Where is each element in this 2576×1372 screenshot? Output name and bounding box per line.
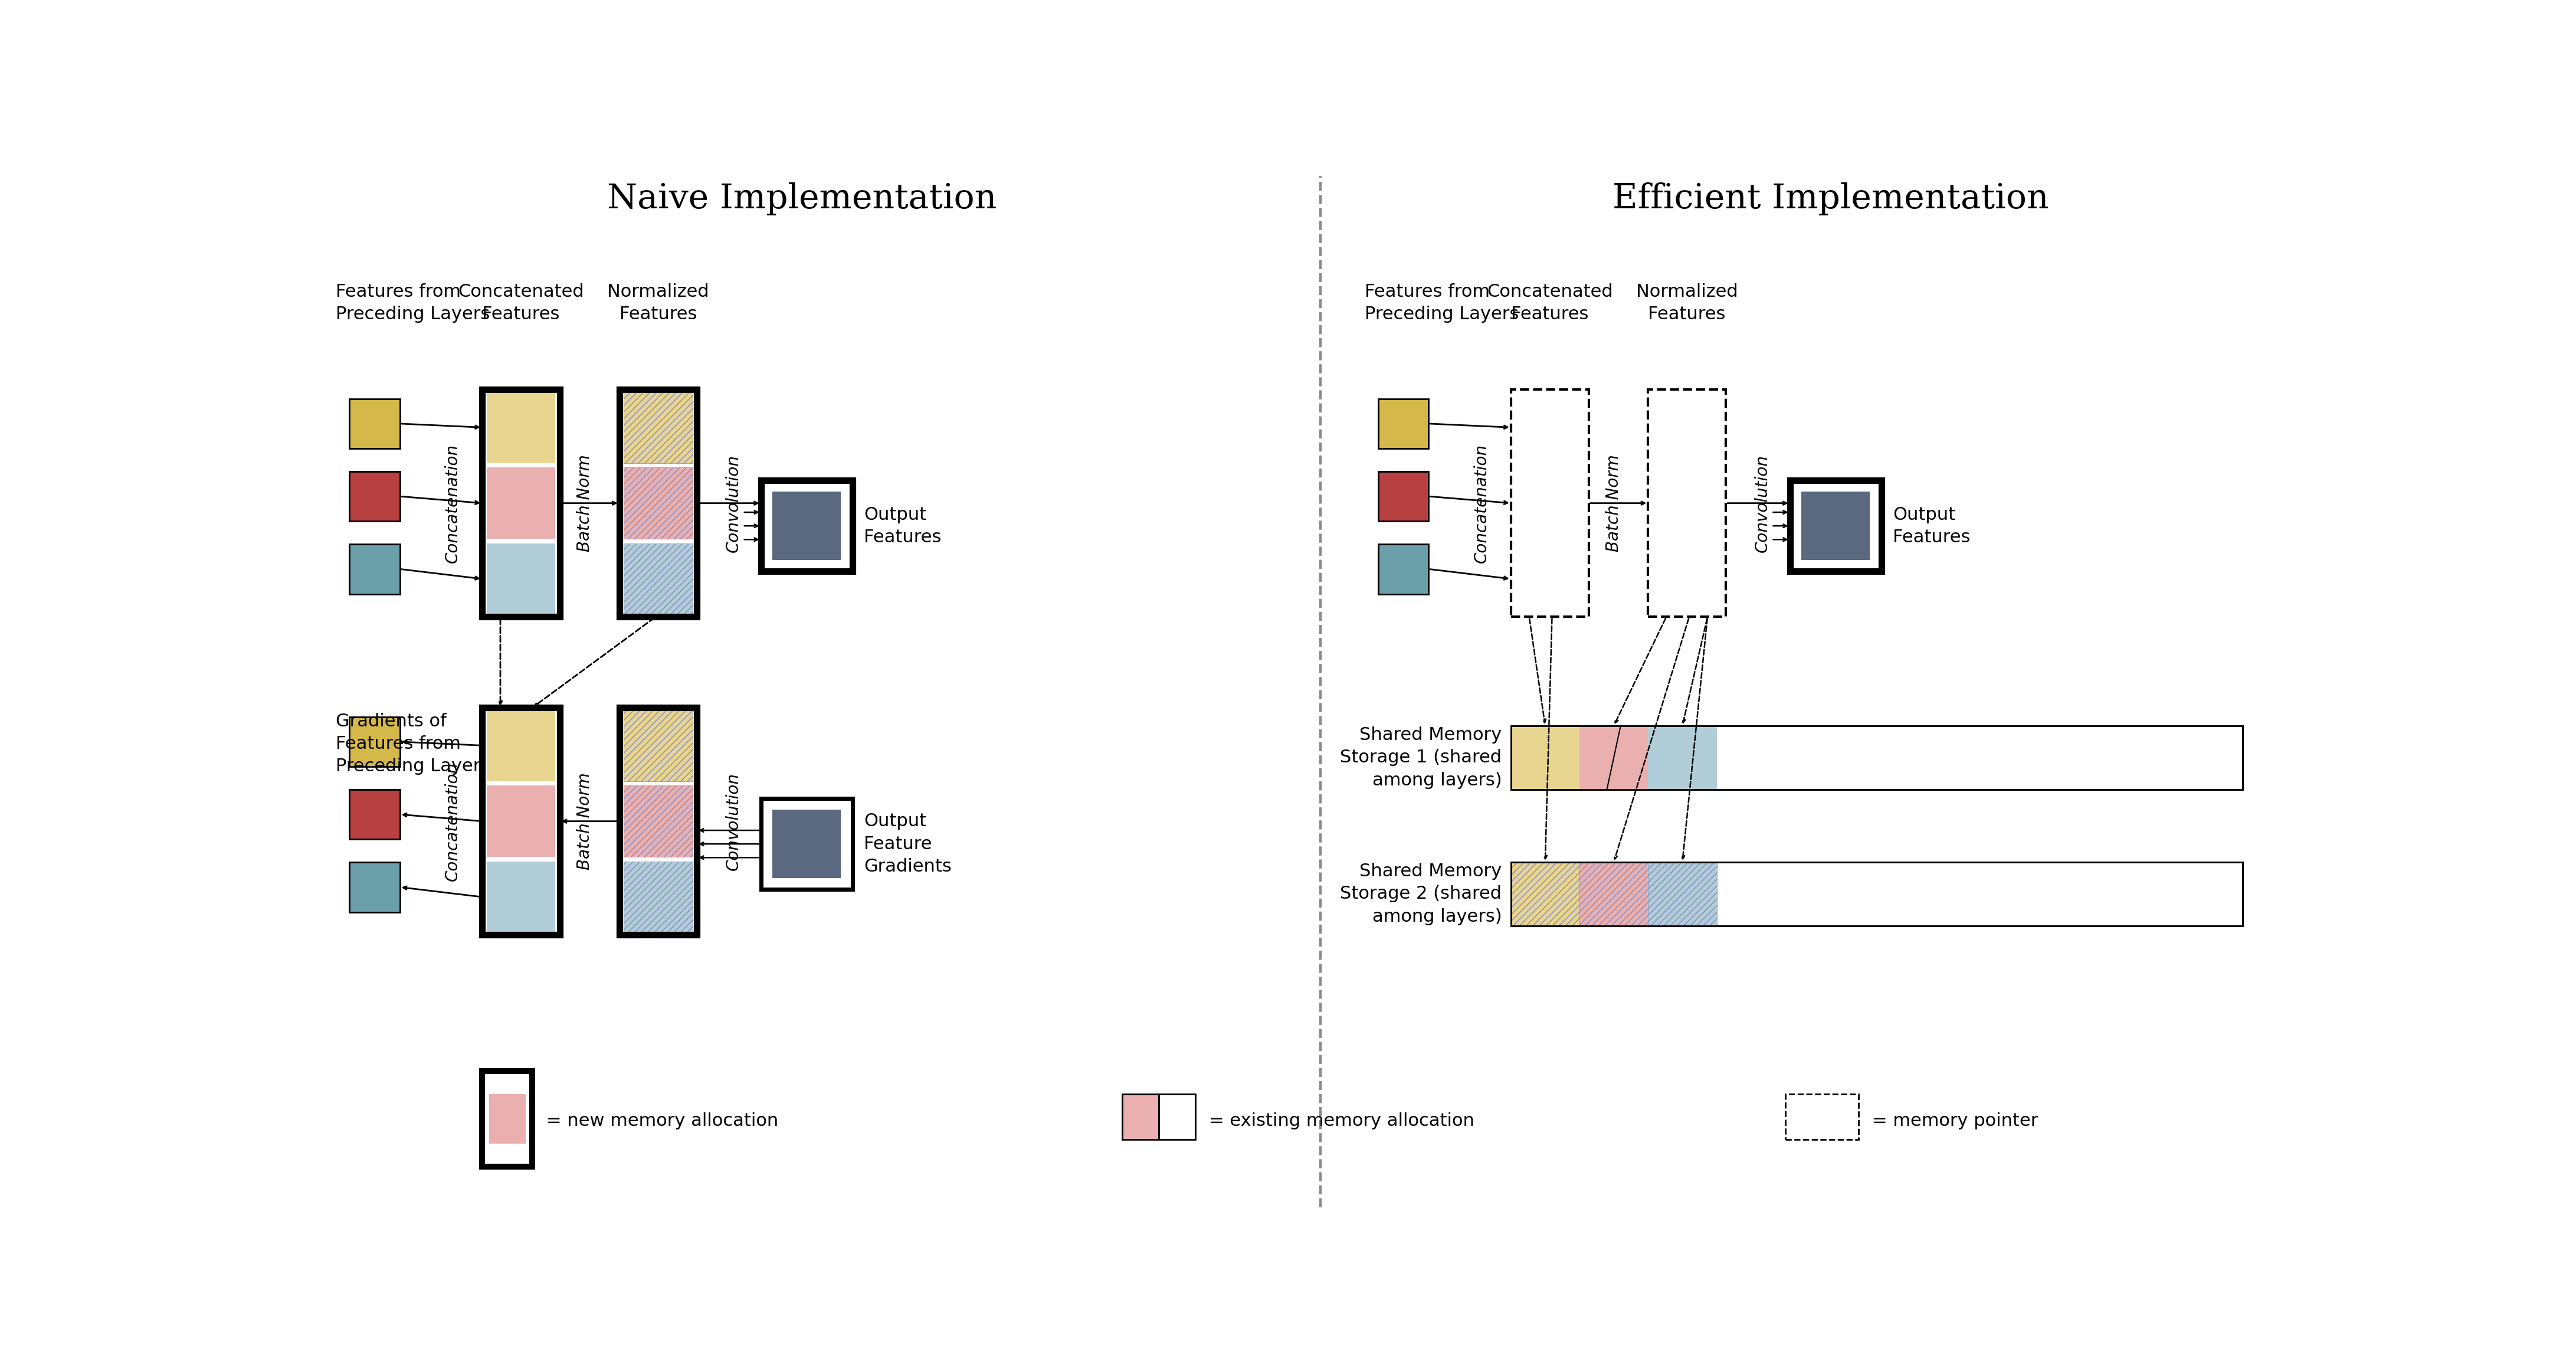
Bar [487,392,556,462]
Bar [487,709,556,781]
Bar [773,491,840,560]
Bar [1159,1093,1195,1139]
Text: Batch Norm: Batch Norm [1605,454,1623,552]
Bar [618,708,698,934]
Text: Output
Features: Output Features [1893,506,1971,546]
Bar [482,1072,533,1166]
Text: Batch Norm: Batch Norm [577,772,592,870]
Bar [623,862,693,933]
Text: Normalized
Features: Normalized Features [1636,284,1739,322]
Text: Batch Norm: Batch Norm [577,454,592,552]
Bar [618,390,698,617]
Bar [482,708,559,934]
Bar [1512,390,1589,617]
Text: Features from
Preceding Layers: Features from Preceding Layers [335,284,489,322]
Bar [760,480,853,571]
Bar [350,862,399,912]
Bar [1512,726,2244,789]
Bar [1579,726,1649,789]
Bar [350,472,399,521]
Bar [760,799,853,889]
Bar [760,480,853,571]
Text: Concatenation: Concatenation [443,443,461,563]
Bar [487,862,556,933]
Bar [1790,480,1880,571]
Text: Shared Memory
Storage 2 (shared
among layers): Shared Memory Storage 2 (shared among la… [1340,863,1502,925]
Bar [1512,862,2244,926]
Text: Output
Feature
Gradients: Output Feature Gradients [863,812,951,875]
Text: Convolution: Convolution [1754,454,1770,552]
Bar [1123,1093,1159,1139]
Bar [482,1072,533,1166]
Text: Features from
Preceding Layers: Features from Preceding Layers [1365,284,1520,322]
Bar [482,390,559,617]
Text: Shared Memory
Storage 1 (shared
among layers): Shared Memory Storage 1 (shared among la… [1340,727,1502,789]
Text: Convolution: Convolution [726,772,742,870]
Bar [1512,726,2244,789]
Bar [350,545,399,594]
Bar [773,809,840,878]
Bar [1512,862,2244,926]
Bar [1512,726,1579,789]
Bar [623,709,693,781]
Bar [1378,545,1430,594]
Text: Concatenated
Features: Concatenated Features [1486,284,1613,322]
Bar [1579,862,1649,926]
Bar [623,392,693,462]
Bar [1801,491,1870,560]
Bar [350,716,399,767]
Bar [1649,862,1716,926]
Text: = new memory allocation: = new memory allocation [546,1113,778,1129]
Text: Convolution: Convolution [726,454,742,552]
Bar [618,390,698,617]
Bar [760,799,853,889]
Bar [1378,472,1430,521]
Bar [623,543,693,615]
Text: Naive Implementation: Naive Implementation [608,182,997,215]
Bar [1785,1093,1857,1139]
Bar [1649,390,1726,617]
Bar [1649,726,1716,789]
Bar [482,390,559,617]
Text: Concatenated
Features: Concatenated Features [459,284,585,322]
Bar [487,543,556,615]
Bar [1378,399,1430,449]
Bar [487,786,556,858]
Bar [482,708,559,934]
Bar [623,786,693,858]
Text: = memory pointer: = memory pointer [1873,1113,2038,1129]
Bar [1512,862,1579,926]
Bar [350,789,399,840]
Text: Gradients of
Features from
Preceding Layers: Gradients of Features from Preceding Lay… [335,713,489,775]
Text: Normalized
Features: Normalized Features [608,284,708,322]
Bar [623,468,693,539]
Text: Concatenation: Concatenation [1473,443,1489,563]
Text: Output
Features: Output Features [863,506,940,546]
Bar [489,1093,526,1144]
Text: Concatenation: Concatenation [443,761,461,881]
Text: Efficient Implementation: Efficient Implementation [1613,182,2048,215]
Bar [1790,480,1880,571]
Bar [618,708,698,934]
Bar [350,399,399,449]
Bar [487,468,556,539]
Text: = existing memory allocation: = existing memory allocation [1208,1113,1473,1129]
